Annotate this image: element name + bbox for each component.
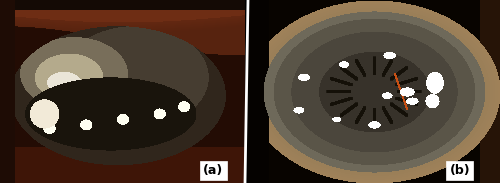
Text: (b): (b) <box>450 164 470 177</box>
Text: (a): (a) <box>204 164 224 177</box>
